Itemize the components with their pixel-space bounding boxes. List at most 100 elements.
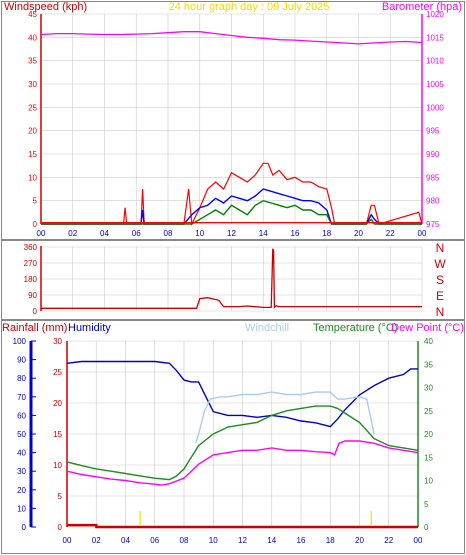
humidity-tick-label: 80 (17, 374, 26, 383)
compass-label: S (436, 273, 444, 287)
temperature-tick-label: 40 (424, 337, 433, 346)
barometer-tick-label: 995 (426, 127, 440, 136)
rainfall-series-line (67, 523, 418, 529)
x-tick-label: 18 (326, 536, 335, 545)
windspeed-tick-label: 30 (28, 80, 37, 89)
windspeed-tick-label: 45 (28, 10, 37, 19)
humidity-tick-label: 100 (13, 337, 27, 346)
rain-tick-label: 5 (58, 492, 63, 501)
x-tick-label: 04 (100, 229, 109, 238)
humidity-tick-label: 30 (17, 467, 26, 476)
barometer-tick-label: 1005 (426, 80, 444, 89)
direction-series-line (41, 248, 422, 310)
humidity-tick-label: 40 (17, 449, 26, 458)
x-tick-label: 00 (63, 536, 72, 545)
x-tick-label: 00 (414, 536, 423, 545)
middle-panel-frame (1, 240, 465, 320)
humidity-tick-label: 50 (17, 430, 26, 439)
windspeed-tick-label: 15 (28, 150, 37, 159)
barometer-tick-label: 1010 (426, 57, 444, 66)
x-tick-label: 14 (259, 229, 268, 238)
humidity-tick-label: 20 (17, 486, 26, 495)
temperature-tick-label: 25 (424, 407, 433, 416)
x-tick-label: 22 (386, 229, 395, 238)
x-tick-label: 08 (180, 536, 189, 545)
barometer-series-line (40, 31, 423, 45)
humidity-tick-label: 0 (22, 523, 27, 532)
humidity-tick-label: 10 (17, 504, 26, 513)
x-tick-label: 12 (227, 229, 236, 238)
x-tick-label: 16 (297, 536, 306, 545)
barometer-tick-label: 985 (426, 173, 440, 182)
direction-tick-label: 0 (33, 307, 38, 316)
bottom-panel-frame (1, 320, 465, 554)
x-tick-label: 18 (322, 229, 331, 238)
barometer-tick-label: 975 (426, 220, 440, 229)
humidity-tick-label: 90 (17, 356, 26, 365)
top-panel-frame (1, 1, 465, 240)
plot-series (40, 31, 423, 227)
humidity-tick-label: 60 (17, 411, 26, 420)
temperature-series-line (66, 405, 419, 481)
temperature-label: Temperature (°C) (313, 322, 397, 334)
dewpoint-series-line (66, 440, 419, 486)
windspeed-tick-label: 35 (28, 57, 37, 66)
x-tick-label: 20 (354, 229, 363, 238)
temperature-tick-label: 10 (424, 477, 433, 486)
x-tick-label: 06 (150, 536, 159, 545)
tick-labels: 1009080706050403020100302520151050403530… (13, 337, 434, 545)
temperature-tick-label: 35 (424, 360, 433, 369)
humidity-tick-label: 70 (17, 393, 26, 402)
x-tick-label: 14 (267, 536, 276, 545)
windspeed-tick-label: 20 (28, 127, 37, 136)
humidity-series-line (66, 360, 418, 428)
direction-tick-label: 270 (24, 259, 38, 268)
grid-lines (66, 340, 419, 528)
temperature-tick-label: 0 (424, 523, 429, 532)
plot-series (66, 360, 419, 529)
dewpoint-label: Dew Point (°C) (391, 322, 464, 334)
temperature-humidity-panel: 1009080706050403020100302520151050403530… (2, 322, 464, 545)
windspeed-tick-label: 10 (28, 173, 37, 182)
temperature-tick-label: 30 (424, 384, 433, 393)
windspeed-tick-label: 25 (28, 103, 37, 112)
x-tick-label: 00 (418, 229, 427, 238)
windchill-series-line (195, 391, 375, 444)
temperature-tick-label: 5 (424, 500, 429, 509)
humidity-label: Humidity (68, 322, 111, 334)
compass-label: N (436, 305, 445, 319)
rainfall-label: Rainfall (mm) (2, 322, 67, 334)
rain-tick-label: 10 (53, 461, 62, 470)
barometer-tick-label: 1020 (426, 10, 444, 19)
x-tick-label: 02 (68, 229, 77, 238)
x-tick-label: 10 (195, 229, 204, 238)
plot-series (41, 248, 422, 310)
x-tick-label: 02 (92, 536, 101, 545)
direction-tick-label: 90 (28, 291, 37, 300)
compass-label: N (436, 241, 445, 255)
grid-lines (40, 246, 423, 312)
windchill-label: Windchill (245, 322, 289, 334)
direction-tick-label: 180 (24, 275, 38, 284)
windspeed-tick-label: 40 (28, 33, 37, 42)
x-tick-label: 00 (37, 229, 46, 238)
x-tick-label: 12 (238, 536, 247, 545)
temperature-tick-label: 15 (424, 453, 433, 462)
barometer-tick-label: 1015 (426, 33, 444, 42)
x-tick-label: 10 (209, 536, 218, 545)
graph-title: 24 hour graph day : 09 July 2025 (169, 1, 330, 13)
barometer-axis-label: Barometer (hpa) (382, 1, 462, 13)
temperature-tick-label: 20 (424, 430, 433, 439)
direction-tick-label: 360 (24, 243, 38, 252)
x-tick-label: 06 (132, 229, 141, 238)
barometer-tick-label: 980 (426, 197, 440, 206)
rain-tick-label: 20 (53, 399, 62, 408)
x-tick-label: 08 (164, 229, 173, 238)
tick-labels: 4540353025201510501020101510101005100099… (28, 10, 444, 238)
windspeed-tick-label: 0 (33, 220, 38, 229)
windspeed-tick-label: 5 (33, 197, 38, 206)
x-tick-label: 16 (291, 229, 300, 238)
